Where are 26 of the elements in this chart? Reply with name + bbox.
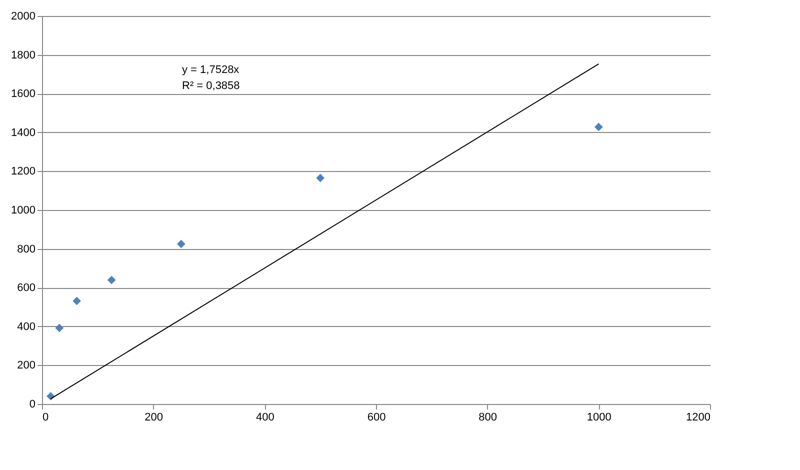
y-tick-label: 1200 xyxy=(11,166,36,178)
y-tick-label: 1800 xyxy=(11,49,36,62)
y-tick-label: 1400 xyxy=(11,126,36,139)
x-tick-label: 600 xyxy=(367,412,386,424)
y-tick-label: 1000 xyxy=(11,204,36,216)
point xyxy=(72,296,81,306)
point xyxy=(176,240,186,248)
y-tick-label: 800 xyxy=(17,243,36,256)
point xyxy=(107,276,116,284)
x-tick-label: 1000 xyxy=(586,412,612,424)
point xyxy=(316,174,325,182)
x-tick-label: 400 xyxy=(256,412,274,424)
x-tick-label: 0 xyxy=(42,412,49,424)
y-tick-label: 2000 xyxy=(11,10,36,22)
x-tick-label: 1200 xyxy=(686,412,710,424)
point xyxy=(55,324,64,332)
x-tick-label: 800 xyxy=(478,412,498,424)
y-tick-label: 0 xyxy=(29,398,36,410)
point xyxy=(594,122,603,132)
annotation: R² = 0,3858 xyxy=(182,80,240,92)
y-tick-label: 200 xyxy=(17,360,36,372)
y-tick-label: 600 xyxy=(17,282,36,294)
y-tick-label: 400 xyxy=(17,320,36,333)
y-tick-label: 1600 xyxy=(11,88,36,100)
annotation: y = 1,7528x xyxy=(182,64,240,76)
x-tick-label: 200 xyxy=(144,412,164,424)
